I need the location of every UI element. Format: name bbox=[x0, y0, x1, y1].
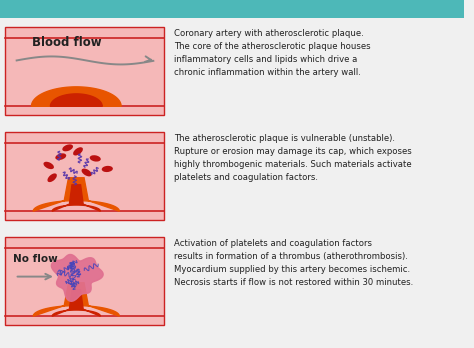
Ellipse shape bbox=[90, 155, 101, 161]
Polygon shape bbox=[33, 178, 119, 211]
Ellipse shape bbox=[55, 153, 66, 160]
Ellipse shape bbox=[82, 168, 91, 176]
Text: Coronary artery with atherosclerotic plaque.
The core of the atherosclerotic pla: Coronary artery with atherosclerotic pla… bbox=[174, 29, 371, 77]
Text: The atherosclerotic plaque is vulnerable (unstable).
Rupture or erosion may dama: The atherosclerotic plaque is vulnerable… bbox=[174, 134, 412, 182]
Ellipse shape bbox=[44, 162, 54, 169]
Bar bbox=[5, 237, 164, 325]
Polygon shape bbox=[52, 185, 100, 211]
Polygon shape bbox=[31, 87, 121, 106]
Ellipse shape bbox=[62, 144, 73, 151]
Text: Coronary artery occlusion: Coronary artery occlusion bbox=[6, 4, 150, 14]
Ellipse shape bbox=[73, 147, 83, 156]
Polygon shape bbox=[50, 94, 102, 106]
Ellipse shape bbox=[47, 173, 57, 182]
Bar bbox=[5, 132, 164, 220]
Bar bbox=[5, 27, 164, 115]
Ellipse shape bbox=[102, 166, 113, 172]
Bar bbox=[0, 0, 464, 18]
Polygon shape bbox=[52, 290, 100, 316]
Text: Blood flow: Blood flow bbox=[32, 36, 101, 49]
Text: No flow: No flow bbox=[13, 254, 57, 264]
Polygon shape bbox=[33, 283, 119, 316]
Polygon shape bbox=[51, 254, 103, 301]
Text: Activation of platelets and coagulation factors
results in formation of a thromb: Activation of platelets and coagulation … bbox=[174, 239, 413, 286]
